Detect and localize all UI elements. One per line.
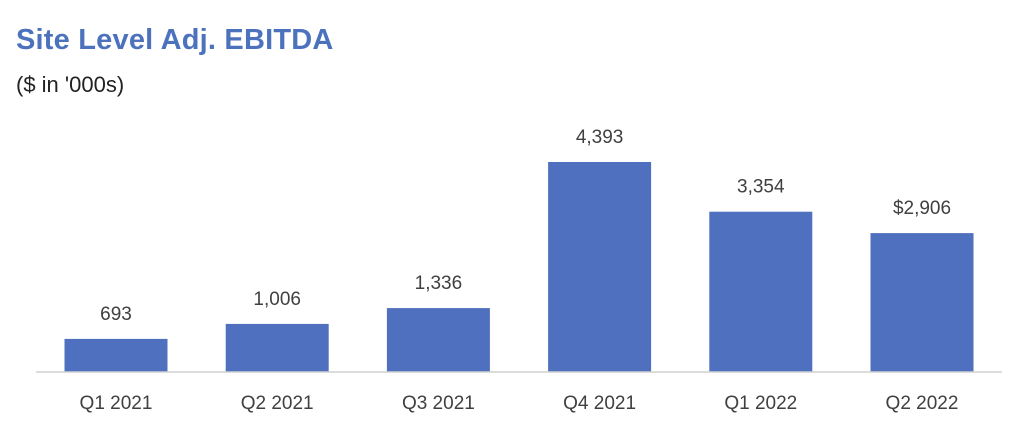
data-label: $2,906 <box>893 198 951 219</box>
bar-q1-2022 <box>709 211 813 372</box>
data-label: 693 <box>100 304 132 325</box>
bars-group <box>64 162 974 372</box>
x-tick-label: Q1 2022 <box>724 393 797 414</box>
x-tick-label: Q3 2021 <box>402 393 475 414</box>
chart-subtitle: ($ in '000s) <box>16 72 125 97</box>
x-tick-labels-group: Q1 2021 Q2 2021 Q3 2021 Q4 2021 Q1 2022 Q2 20… <box>80 393 959 414</box>
bar-q1-2021 <box>64 338 168 372</box>
data-label: 1,006 <box>253 289 301 310</box>
chart-title: Site Level Adj. EBITDA <box>16 24 334 56</box>
data-label: 4,393 <box>576 127 624 148</box>
data-labels-group: 693 1,006 1,336 4,393 3,354 $2,906 <box>100 127 951 325</box>
bar-q2-2021 <box>225 323 329 372</box>
bar-q3-2021 <box>386 308 490 372</box>
data-label: 1,336 <box>415 273 463 294</box>
data-label: 3,354 <box>737 177 785 198</box>
x-tick-label: Q2 2021 <box>241 393 314 414</box>
bar-q4-2021 <box>548 162 652 372</box>
x-tick-label: Q1 2021 <box>80 393 153 414</box>
x-tick-label: Q4 2021 <box>563 393 636 414</box>
bar-q2-2022 <box>870 233 974 372</box>
x-tick-label: Q2 2022 <box>886 393 959 414</box>
